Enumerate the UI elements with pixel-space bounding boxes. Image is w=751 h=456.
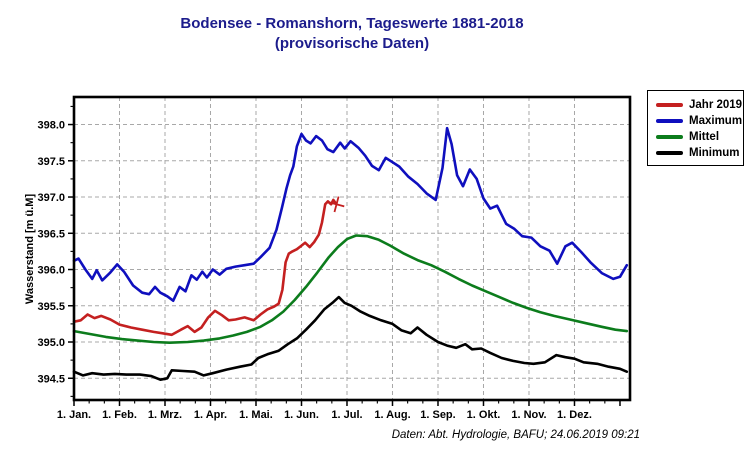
minimum-line-swatch: [656, 150, 683, 155]
x-tick-label: 1. Jun.: [284, 409, 319, 421]
x-tick-label: 1. Okt.: [467, 409, 501, 421]
legend-label: Minimum: [689, 146, 740, 159]
footer-credit: Daten: Abt. Hydrologie, BAFU; 24.06.2019…: [391, 429, 640, 441]
legend-box: Jahr 2019 Maximum Mittel Minimum: [647, 90, 744, 166]
x-tick-label: 1. Mrz.: [148, 409, 182, 421]
x-tick-label: 1. Feb.: [102, 409, 137, 421]
legend-item-mittel: Mittel: [656, 130, 737, 143]
legend-item-jahr-2019: Jahr 2019: [656, 98, 742, 111]
legend-label: Maximum: [689, 114, 743, 127]
legend-label: Mittel: [689, 130, 720, 143]
x-tick-label: 1. Nov.: [511, 409, 546, 421]
y-tick-label: 397.5: [37, 156, 65, 168]
y-tick-label: 396.5: [37, 228, 65, 240]
chart-title: Bodensee - Romanshorn, Tageswerte 1881-2…: [180, 15, 524, 32]
x-tick-label: 1. Dez.: [557, 409, 592, 421]
x-tick-label: 1. Mai.: [239, 409, 273, 421]
y-tick-label: 397.0: [37, 192, 65, 204]
chart-subtitle: (provisorische Daten): [274, 35, 430, 52]
axis-frame: [72, 95, 632, 402]
legend-item-minimum: Minimum: [656, 146, 740, 159]
series-line-jahr-2019: [72, 198, 338, 337]
y-tick-label: 395.0: [37, 337, 65, 349]
x-tick-label: 1. Aug.: [374, 409, 410, 421]
x-tick-label: 1. Jan.: [57, 409, 91, 421]
series-line-maximum: [72, 126, 629, 303]
y-tick-label: 395.5: [37, 301, 65, 313]
x-tick-label: 1. Jul.: [331, 409, 362, 421]
x-tick-label: 1. Apr.: [194, 409, 227, 421]
end-marker-plus: [328, 196, 345, 213]
y-tick-label: 396.0: [37, 265, 65, 277]
chart-title-block: Bodensee - Romanshorn, Tageswerte 1881-2…: [74, 14, 630, 54]
jahr-2019-line-swatch: [656, 102, 683, 107]
y-tick-label: 394.5: [37, 373, 65, 385]
y-tick-label: 398.0: [37, 120, 65, 132]
maximum-line-swatch: [656, 118, 683, 123]
mittel-line-swatch: [656, 134, 683, 139]
legend-item-maximum: Maximum: [656, 114, 742, 127]
series-line-minimum: [72, 295, 629, 382]
series-line-mittel: [72, 234, 629, 345]
y-axis-title: Wasserstand [m ü.M]: [24, 193, 36, 305]
legend-label: Jahr 2019: [689, 98, 743, 111]
x-tick-label: 1. Sep.: [420, 409, 455, 421]
